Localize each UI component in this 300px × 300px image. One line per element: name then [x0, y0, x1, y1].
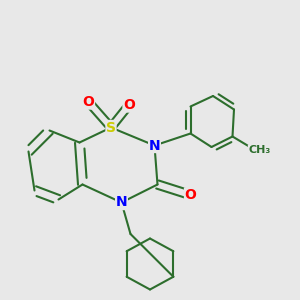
Text: O: O — [184, 188, 196, 202]
Text: O: O — [82, 95, 94, 109]
Text: N: N — [149, 139, 160, 152]
Text: CH₃: CH₃ — [248, 145, 271, 155]
Text: N: N — [116, 196, 127, 209]
Text: S: S — [106, 121, 116, 134]
Text: O: O — [123, 98, 135, 112]
